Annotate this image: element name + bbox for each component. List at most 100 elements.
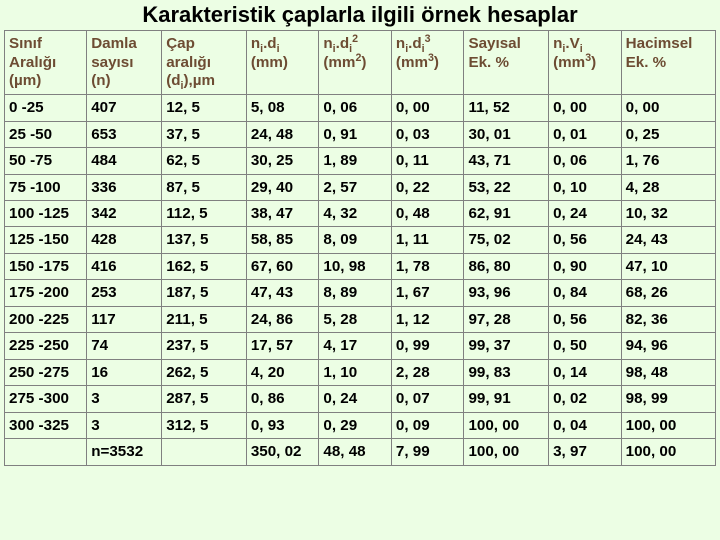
col-8-header: Hacimsel Ek. % [621,31,715,95]
table-cell: 342 [87,200,162,226]
col-3-unit: (mm) [251,54,316,72]
table-cell: 50 -75 [5,148,87,174]
table-cell: 24, 86 [246,306,319,332]
table-cell: 24, 43 [621,227,715,253]
data-table: Sınıf Aralığı (µm) Damla sayısı (n) Çap … [4,30,716,465]
table-row: 75 -10033687, 529, 402, 570, 2253, 220, … [5,174,716,200]
col-0-unit: (µm) [9,72,83,90]
table-cell: 24, 48 [246,121,319,147]
table-cell: 1, 78 [391,253,464,279]
table-cell: 4, 28 [621,174,715,200]
table-cell: 4, 20 [246,359,319,385]
table-cell: 3, 97 [549,439,622,465]
table-cell: 250 -275 [5,359,87,385]
table-cell: 30, 01 [464,121,549,147]
table-row: 175 -200253187, 547, 438, 891, 6793, 960… [5,280,716,306]
table-cell: 653 [87,121,162,147]
table-cell: 187, 5 [162,280,247,306]
table-cell: 1, 89 [319,148,392,174]
table-cell: 211, 5 [162,306,247,332]
table-cell: 407 [87,95,162,121]
table-cell: 0, 93 [246,412,319,438]
table-cell: 262, 5 [162,359,247,385]
table-cell: 0, 00 [391,95,464,121]
col-2-l2: aralığı [166,54,243,72]
table-cell: 428 [87,227,162,253]
table-row: 250 -27516262, 54, 201, 102, 2899, 830, … [5,359,716,385]
table-cell: 1, 10 [319,359,392,385]
table-cell: 86, 80 [464,253,549,279]
table-cell: 1, 12 [391,306,464,332]
table-cell: 0, 25 [621,121,715,147]
col-0-l1: Sınıf [9,35,83,53]
table-row: 225 -25074237, 517, 574, 170, 9999, 370,… [5,333,716,359]
table-cell: 94, 96 [621,333,715,359]
table-cell: 336 [87,174,162,200]
table-cell: 93, 96 [464,280,549,306]
table-cell: 484 [87,148,162,174]
col-6-header: Sayısal Ek. % [464,31,549,95]
table-cell: 300 -325 [5,412,87,438]
table-cell: 58, 85 [246,227,319,253]
table-cell: 47, 43 [246,280,319,306]
table-cell: 287, 5 [162,386,247,412]
page-title: Karakteristik çaplarla ilgili örnek hesa… [4,2,716,28]
table-cell: 312, 5 [162,412,247,438]
table-cell: 0, 06 [549,148,622,174]
table-row: 25 -5065337, 524, 480, 910, 0330, 010, 0… [5,121,716,147]
table-cell: 98, 99 [621,386,715,412]
table-cell: 48, 48 [319,439,392,465]
table-cell: 0, 10 [549,174,622,200]
table-cell: 10, 98 [319,253,392,279]
table-cell: 0, 01 [549,121,622,147]
col-8-l1: Hacimsel [626,35,712,53]
table-cell [5,439,87,465]
col-7-header: ni.Vi (mm3) [549,31,622,95]
table-cell: 67, 60 [246,253,319,279]
table-cell: 99, 83 [464,359,549,385]
table-cell: 29, 40 [246,174,319,200]
table-cell: 100, 00 [464,412,549,438]
col-1-header: Damla sayısı (n) [87,31,162,95]
table-cell: 0, 11 [391,148,464,174]
col-2-l1: Çap [166,35,243,53]
col-1-unit: (n) [91,72,158,90]
col-1-l1: Damla [91,35,158,53]
table-cell: 53, 22 [464,174,549,200]
table-cell: 1, 11 [391,227,464,253]
table-totals-row: n=3532350, 0248, 487, 99100, 003, 97100,… [5,439,716,465]
header-row: Sınıf Aralığı (µm) Damla sayısı (n) Çap … [5,31,716,95]
table-cell: 112, 5 [162,200,247,226]
table-row: 0 -2540712, 55, 080, 060, 0011, 520, 000… [5,95,716,121]
table-cell: 8, 09 [319,227,392,253]
table-cell: 100, 00 [621,412,715,438]
table-cell: 0, 48 [391,200,464,226]
table-cell: 47, 10 [621,253,715,279]
col-3-header: ni.di (mm) [246,31,319,95]
table-cell: 74 [87,333,162,359]
col-5-header: ni.di3 (mm3) [391,31,464,95]
table-cell: 8, 89 [319,280,392,306]
table-cell: 0, 84 [549,280,622,306]
col-2-header: Çap aralığı (di),µm [162,31,247,95]
table-cell: 0, 02 [549,386,622,412]
table-cell: 16 [87,359,162,385]
col-4-header: ni.di2 (mm2) [319,31,392,95]
table-cell: 4, 17 [319,333,392,359]
table-cell: 0, 56 [549,227,622,253]
table-cell: 100, 00 [621,439,715,465]
col-8-unit: Ek. % [626,54,712,72]
table-cell: 0, 00 [549,95,622,121]
col-6-l1: Sayısal [468,35,545,53]
table-cell: 37, 5 [162,121,247,147]
table-row: 150 -175416162, 567, 6010, 981, 7886, 80… [5,253,716,279]
table-cell: 0, 07 [391,386,464,412]
table-cell: 0, 99 [391,333,464,359]
table-cell: 150 -175 [5,253,87,279]
table-cell: 99, 37 [464,333,549,359]
table-cell: 0, 06 [319,95,392,121]
table-cell: 97, 28 [464,306,549,332]
table-cell [162,439,247,465]
table-cell: 0, 14 [549,359,622,385]
table-cell: 125 -150 [5,227,87,253]
